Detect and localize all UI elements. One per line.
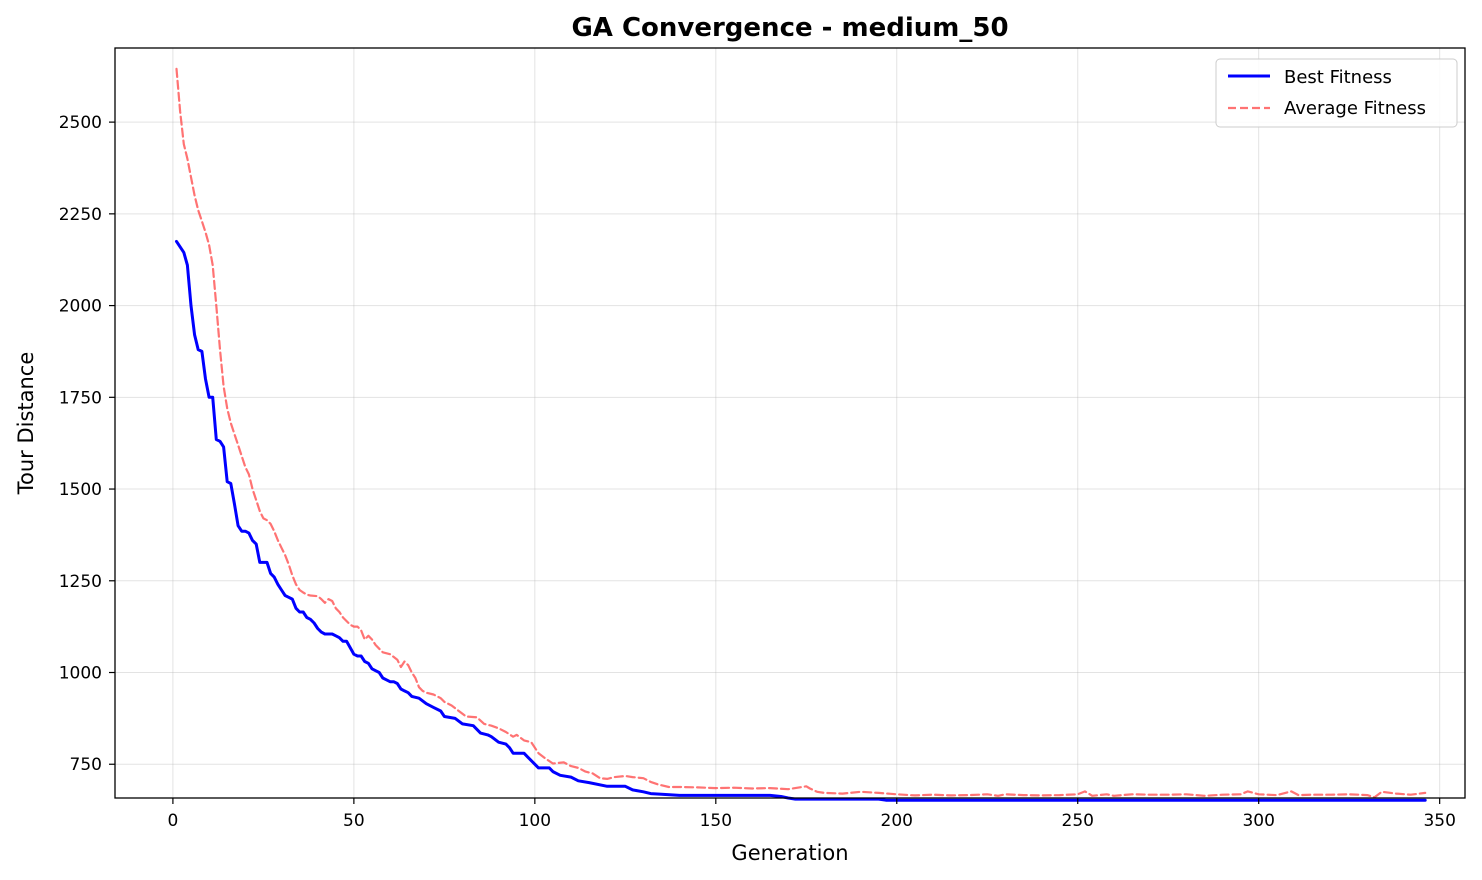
legend-label-best-fitness: Best Fitness: [1284, 67, 1392, 88]
x-tick-label: 0: [167, 811, 178, 831]
x-tick-label: 100: [519, 811, 551, 831]
y-tick-label: 2000: [59, 297, 102, 317]
plot-series: [175, 67, 1427, 802]
x-tick-label: 250: [1062, 811, 1094, 831]
average-fitness-line: [175, 67, 1427, 799]
x-tick-label: 200: [881, 811, 913, 831]
axis-ticks: 0 50 100 150 200 250 300 350 750 1000 1250 1500 1750…: [59, 113, 1456, 831]
plot-frame: [114, 47, 1466, 799]
y-tick-label: 1500: [59, 480, 102, 500]
x-tick-label: 50: [343, 811, 365, 831]
y-tick-label: 750: [70, 755, 102, 775]
x-tick-label: 350: [1423, 811, 1455, 831]
x-axis-label: Generation: [731, 841, 848, 865]
x-tick-label: 150: [700, 811, 732, 831]
legend: Best Fitness Average Fitness: [1215, 58, 1458, 128]
x-tick-label: 300: [1242, 811, 1274, 831]
y-tick-label: 2500: [59, 113, 102, 133]
grid-lines: [115, 48, 1465, 798]
chart-title: GA Convergence - medium_50: [571, 13, 1008, 43]
y-tick-label: 2250: [59, 205, 102, 225]
y-tick-label: 1250: [59, 572, 102, 592]
best-fitness-line: [175, 239, 1427, 802]
y-tick-label: 1750: [59, 388, 102, 408]
legend-label-average-fitness: Average Fitness: [1284, 98, 1426, 119]
y-axis-label: Tour Distance: [14, 352, 38, 496]
y-tick-label: 1000: [59, 664, 102, 684]
legend-box: [1215, 58, 1458, 128]
